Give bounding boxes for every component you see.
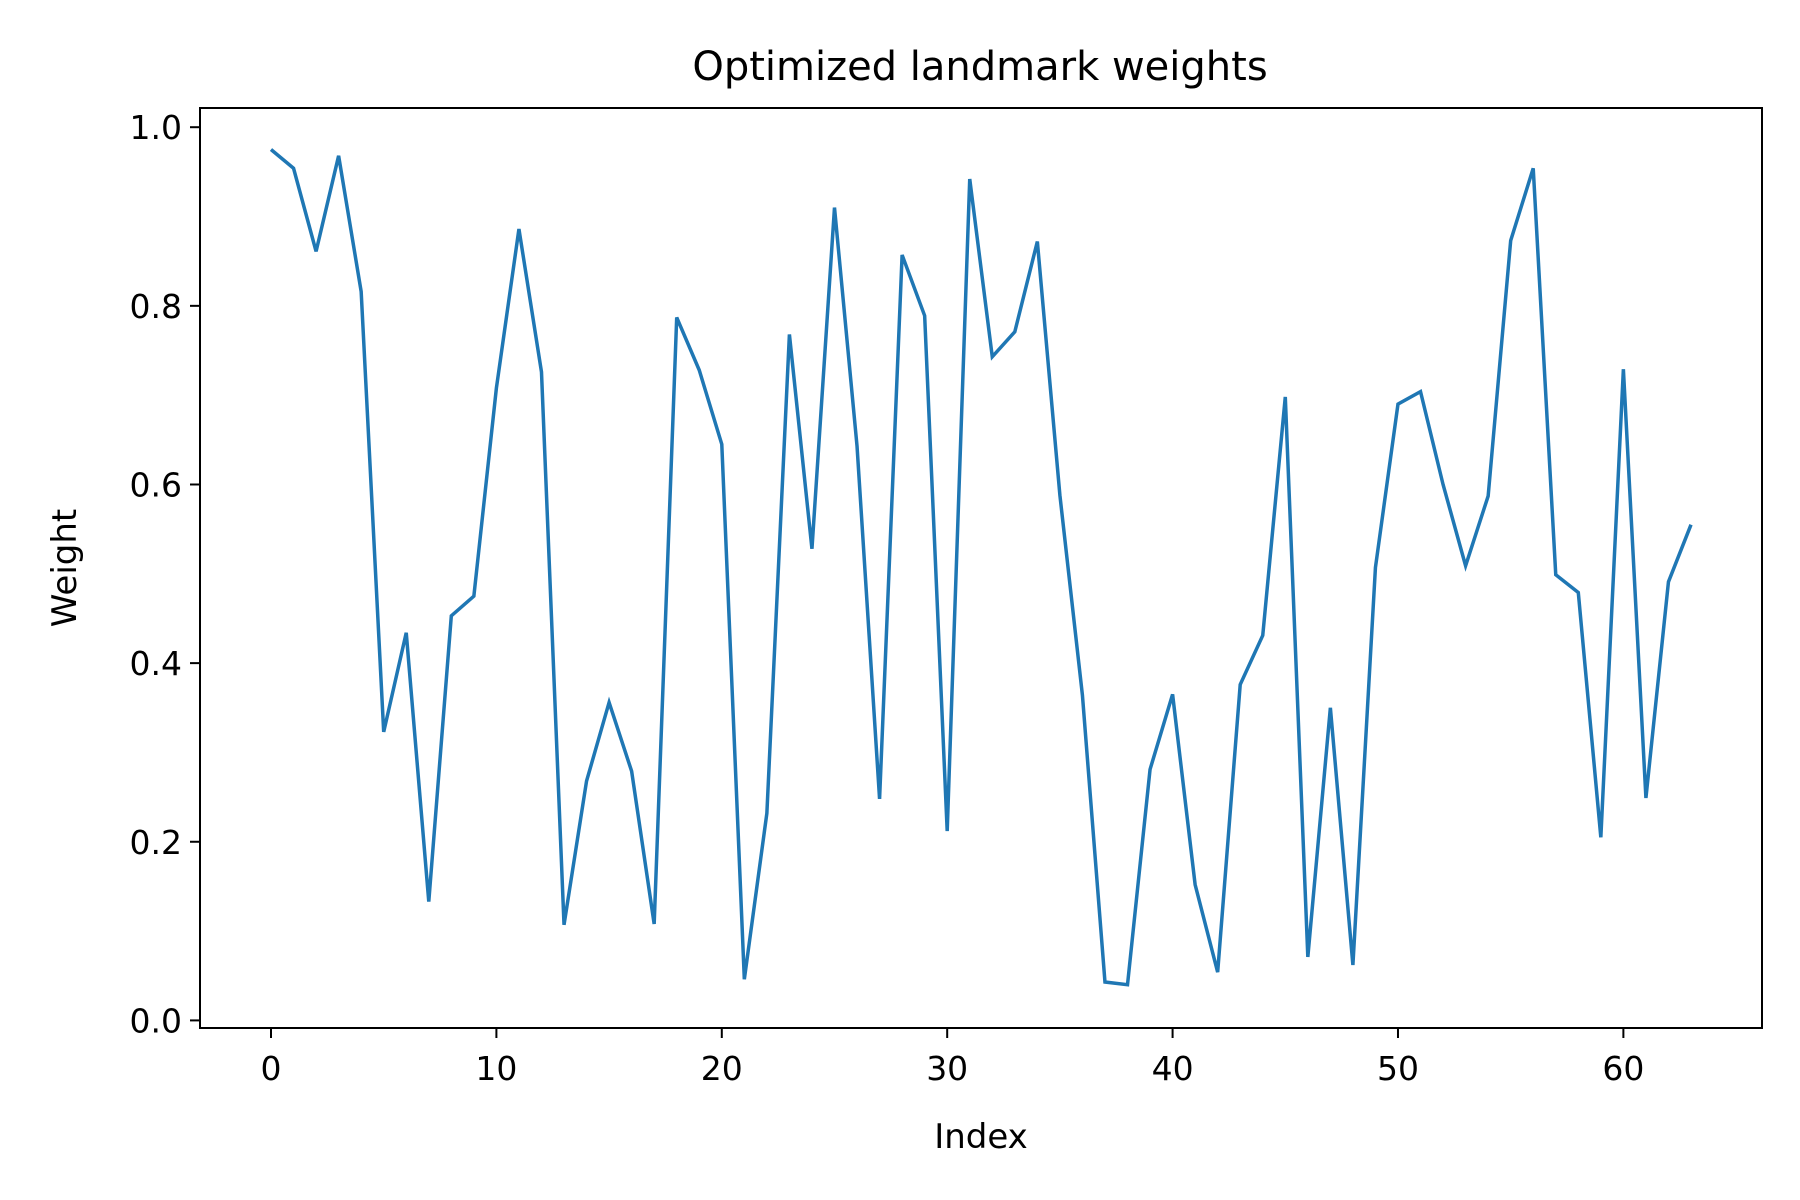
y-axis: 0.0 0.2 0.4 0.6 0.8 1.0 [130, 108, 200, 1040]
weight-series-line [269, 148, 1693, 987]
chart-title: Optimized landmark weights [692, 44, 1267, 90]
x-tick-label: 0 [261, 1049, 282, 1088]
y-tick-label: 0.2 [130, 823, 182, 862]
y-axis-label: Weight [45, 509, 85, 627]
y-tick-label: 0.8 [130, 287, 182, 326]
x-axis-label: Index [934, 1117, 1028, 1157]
x-tick-label: 20 [701, 1049, 743, 1088]
y-tick-label: 1.0 [130, 108, 182, 147]
x-tick-label: 40 [1152, 1049, 1194, 1088]
y-tick-label: 0.6 [130, 465, 182, 504]
x-tick-label: 60 [1602, 1049, 1644, 1088]
y-tick-label: 0.0 [130, 1001, 182, 1040]
x-tick-label: 50 [1377, 1049, 1419, 1088]
x-tick-label: 30 [926, 1049, 968, 1088]
x-axis: 0 10 20 30 40 50 60 [261, 1028, 1644, 1088]
y-tick-label: 0.4 [130, 644, 182, 683]
plot-area-frame [199, 107, 1763, 1029]
x-tick-label: 10 [475, 1049, 517, 1088]
